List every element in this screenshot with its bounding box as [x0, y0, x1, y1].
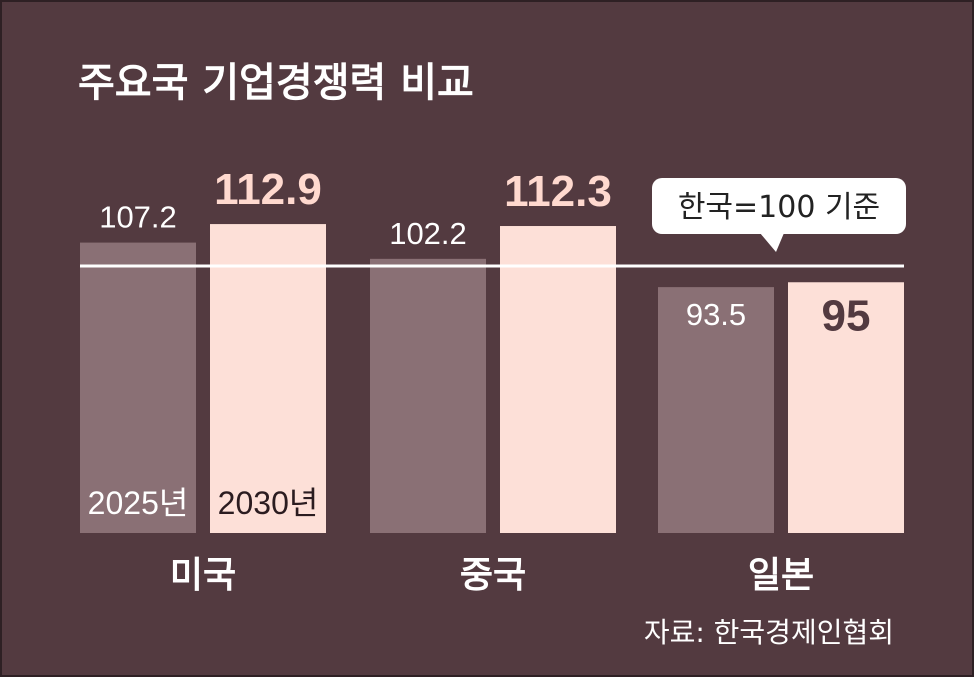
category-label-1: 중국: [460, 555, 526, 596]
value-label-2025-2: 93.5: [686, 297, 746, 332]
chart-title: 주요국 기업경쟁력 비교: [78, 60, 474, 106]
reference-callout-pointer: [760, 233, 784, 252]
value-label-2030-2: 95: [822, 291, 871, 340]
value-label-2025-0: 107.2: [99, 200, 177, 235]
reference-label: 한국=100 기준: [678, 190, 880, 225]
value-label-2030-1: 112.3: [504, 167, 612, 216]
bar-2030-2: [788, 282, 904, 533]
category-label-2: 일본: [748, 555, 814, 596]
value-labels-group: 107.2 112.9 102.2 112.3 93.5 95: [99, 165, 870, 340]
reference-callout: 한국=100 기준: [652, 178, 906, 252]
bar-2030-1: [500, 226, 616, 533]
category-label-0: 미국: [170, 555, 236, 596]
series-labels-group: 2025년 2030년: [88, 485, 319, 521]
reference-callout-box: [652, 178, 906, 234]
category-labels-group: 미국 중국 일본: [170, 555, 814, 596]
bars-group: [80, 224, 904, 533]
bar-2025-0: [80, 242, 196, 533]
bar-2025-2: [658, 287, 774, 533]
series-label-2030: 2030년: [218, 485, 319, 521]
bar-2025-1: [370, 258, 486, 533]
value-label-2025-1: 102.2: [389, 216, 467, 251]
series-label-2025: 2025년: [88, 485, 189, 521]
bar-2030-0: [210, 224, 326, 533]
source-note: 자료: 한국경제인협회: [644, 616, 894, 649]
value-label-2030-0: 112.9: [214, 165, 322, 214]
